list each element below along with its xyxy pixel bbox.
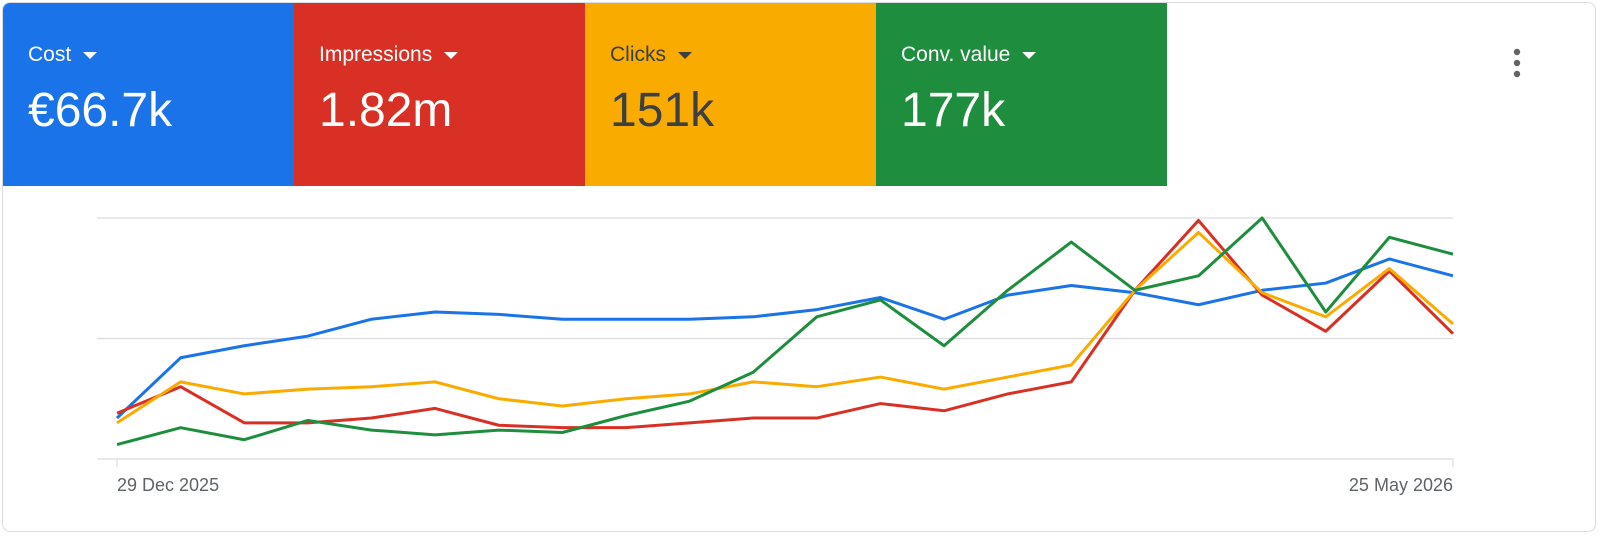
metric-label: Conv. value [901,43,1011,66]
dropdown-arrow [444,51,459,59]
metric-value: €66.7k [28,84,173,137]
series-line [116,216,1454,446]
series-line [116,218,1455,430]
metric-value: 1.82m [319,84,453,137]
metric-selector[interactable]: Impressions [319,43,585,67]
metric-selector[interactable]: Cost [28,43,294,67]
metric-label: Clicks [610,43,666,66]
dropdown-arrow [678,51,692,59]
more-menu[interactable] [1511,47,1523,79]
series-line [116,230,1454,425]
metric-tile[interactable]: Cost €66.7k [3,3,294,186]
metric-selector[interactable]: Clicks [610,43,876,67]
x-tick-label: 29 Dec 2025 [117,475,219,495]
dropdown-arrow [1022,51,1037,59]
metric-selector[interactable]: Conv. value [901,43,1167,67]
metric-label: Cost [28,43,72,66]
metric-tile[interactable]: Conv. value 177k [876,3,1167,186]
chart: 29 Dec 2025 25 May 2026 [97,216,1455,495]
metric-tiles: Cost €66.7k Impressions 1.82m Clicks 151k Conv… [3,3,1167,186]
series-line [115,257,1454,420]
dropdown-arrow [83,51,98,59]
metric-value: 177k [901,84,1006,137]
metric-tile[interactable]: Impressions 1.82m [294,3,585,186]
metric-value: 151k [610,84,715,137]
x-tick-label: 25 May 2026 [1349,475,1453,495]
metric-tile[interactable]: Clicks 151k [585,3,876,186]
metric-label: Impressions [319,43,433,66]
